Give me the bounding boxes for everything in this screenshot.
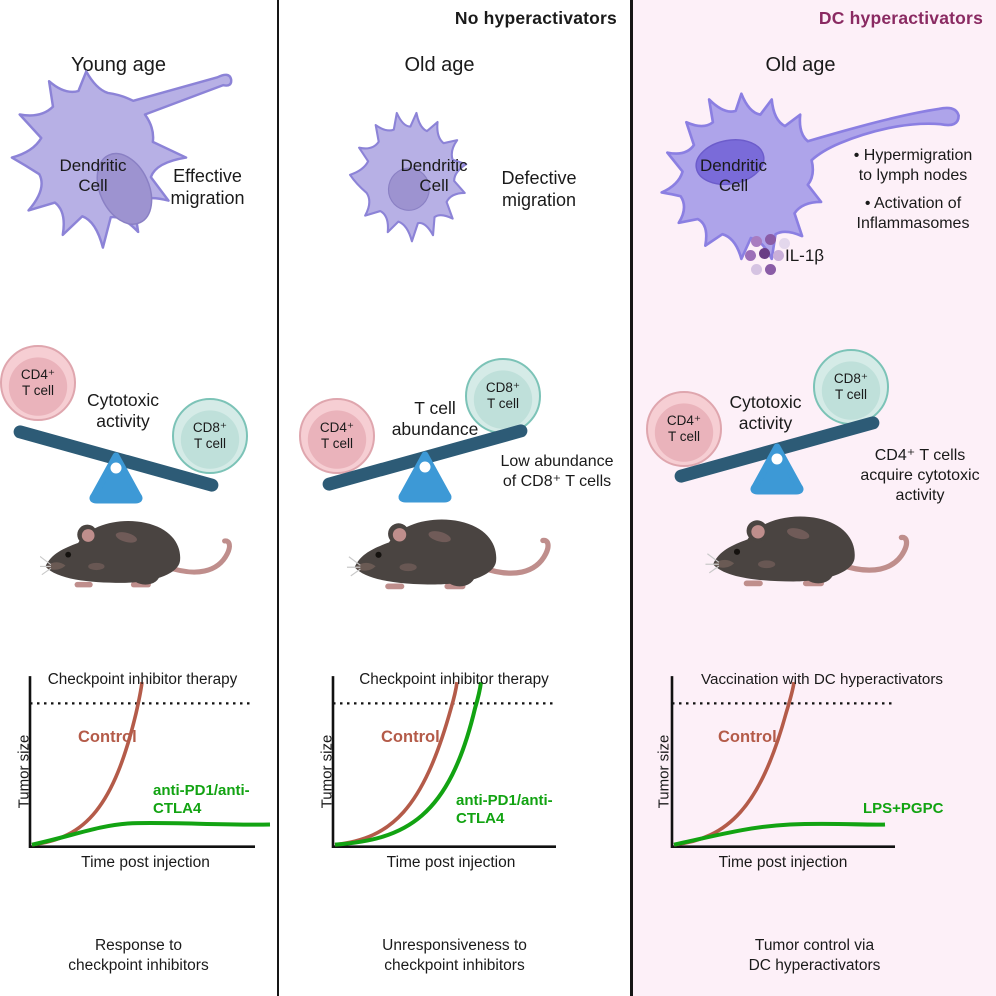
- tumor-graph: Checkpoint inhibitor therapy Tumor size …: [311, 668, 591, 880]
- panel-young-age: Young age Dendritic Cell Effective migra…: [0, 0, 277, 996]
- seesaw-label: Cytotoxic activity: [87, 390, 159, 431]
- list-item: • Hypermigration to lymph nodes: [853, 147, 973, 184]
- treatment-curve-label: LPS+PGPC: [863, 800, 944, 817]
- migration-note: Effective migration: [170, 166, 245, 208]
- mouse-graphic: [40, 510, 240, 592]
- seesaw-icon: [322, 424, 528, 503]
- tumor-graph-plot: [670, 676, 895, 848]
- seesaw-icon: [674, 416, 880, 495]
- cytokine-dot-icon: [751, 264, 762, 275]
- graph-title: Checkpoint inhibitor therapy: [47, 671, 238, 688]
- graph-title: Checkpoint inhibitor therapy: [359, 671, 549, 688]
- il1b-secretion-dots: [743, 234, 795, 280]
- list-item: • Activation of Inflammasomes: [856, 195, 970, 232]
- header-no-hyperactivators: No hyperactivators: [454, 8, 617, 28]
- dendritic-cell-graphic: [10, 70, 233, 249]
- migration-note: Defective migration: [501, 168, 577, 210]
- cd4-tcell-badge: CD4⁺ T cell: [299, 398, 375, 474]
- treatment-curve-label: anti-PD1/anti- CTLA4: [153, 782, 250, 817]
- age-title: Young age: [71, 54, 166, 76]
- header-dc-hyperactivators: DC hyperactivators: [818, 8, 983, 28]
- age-title: Old age: [765, 54, 836, 76]
- cytotoxic-side-note: CD4⁺ T cells acquire cytotoxic activity: [860, 447, 980, 504]
- panel-divider: [630, 0, 633, 996]
- control-curve-label: Control: [381, 728, 440, 746]
- hyperactivated-dendritic-cell-graphic: [660, 92, 960, 261]
- x-axis-label: Time post injection: [81, 854, 210, 871]
- x-axis-label: Time post injection: [386, 854, 516, 871]
- tumor-graph-plot: [331, 676, 556, 848]
- cytokine-dot-icon: [765, 264, 776, 275]
- cd4-tcell-badge: CD4⁺ T cell: [0, 345, 76, 421]
- control-curve-label: Control: [718, 728, 777, 746]
- control-curve-label: Control: [78, 728, 137, 746]
- panel-caption: Response to checkpoint inhibitors: [68, 937, 209, 975]
- mouse-graphic: [334, 508, 574, 594]
- cd8-tcell-badge: CD8⁺ T cell: [813, 349, 889, 425]
- panel-caption: Unresponsiveness to checkpoint inhibitor…: [382, 937, 527, 975]
- dendritic-cell-label: Dendritic Cell: [400, 156, 468, 196]
- seesaw-label: T cell abundance: [391, 398, 479, 439]
- cytokine-dot-icon: [773, 250, 784, 261]
- cd4-tcell-badge: CD4⁺ T cell: [646, 391, 722, 467]
- dendritic-cell-label: Dendritic Cell: [699, 156, 768, 196]
- hyperactivator-effects-list: • Hypermigration to lymph nodes • Activa…: [833, 146, 993, 242]
- graph-title: Vaccination with DC hyperactivators: [701, 671, 943, 688]
- cd8-tcell-badge: CD8⁺ T cell: [465, 358, 541, 434]
- y-axis-label: Tumor size: [318, 734, 336, 809]
- treatment-curve-label: anti-PD1/anti- CTLA4: [456, 792, 553, 827]
- age-title: Old age: [404, 54, 475, 76]
- seesaw-icon: [13, 425, 219, 504]
- cytokine-dot-icon: [765, 234, 776, 245]
- mouse-graphic: [695, 505, 930, 591]
- tumor-graph-plot: [28, 676, 271, 848]
- y-axis-label: Tumor size: [15, 734, 33, 809]
- cytokine-dot-icon: [759, 248, 770, 259]
- dendritic-cell-label: Dendritic Cell: [59, 156, 127, 196]
- dendritic-cell-graphic: [348, 111, 468, 243]
- panel-old-age-no-hyperactivators: No hyperactivators Old age Dendritic Cel…: [279, 0, 630, 996]
- panel-old-age-dc-hyperactivators: DC hyperactivators Old age Dendritic Cel…: [633, 0, 996, 996]
- panel-caption: Tumor control via DC hyperactivators: [748, 937, 881, 975]
- tumor-graph: Checkpoint inhibitor therapy Tumor size …: [8, 668, 273, 880]
- seesaw-label: Cytotoxic activity: [729, 392, 802, 433]
- cytokine-dot-icon: [751, 236, 762, 247]
- x-axis-label: Time post injection: [718, 854, 848, 871]
- cytokine-dot-icon: [745, 250, 756, 261]
- abundance-side-note: Low abundance of CD8⁺ T cells: [500, 453, 614, 490]
- il1b-label: IL-1β: [785, 246, 825, 265]
- cd8-tcell-badge: CD8⁺ T cell: [172, 398, 248, 474]
- y-axis-label: Tumor size: [655, 734, 673, 809]
- cytokine-dot-icon: [779, 238, 790, 249]
- panel-divider: [277, 0, 279, 996]
- tumor-graph: Vaccination with DC hyperactivators Tumo…: [648, 668, 978, 880]
